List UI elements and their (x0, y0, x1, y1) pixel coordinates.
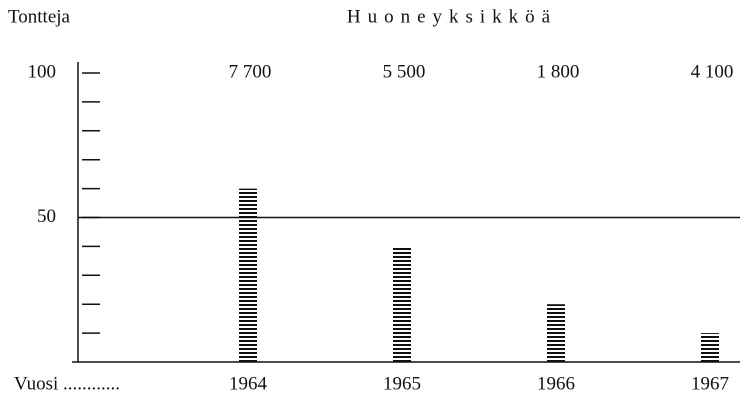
room-units-label: 1 800 (537, 61, 580, 82)
x-axis-label: Vuosi ............ (14, 373, 120, 394)
room-units-label: 5 500 (383, 61, 426, 82)
y-tick-label: 50 (37, 206, 56, 227)
room-units-label: 4 100 (691, 61, 734, 82)
bar (547, 304, 565, 362)
bar (393, 246, 411, 362)
x-tick-label: 1965 (383, 373, 421, 394)
top-label: Huoneyksikköä (347, 6, 557, 27)
bar (701, 333, 719, 362)
y-axis-label: Tontteja (8, 6, 71, 27)
x-tick-label: 1964 (229, 373, 268, 394)
bar (239, 188, 257, 362)
x-tick-label: 1966 (537, 373, 575, 394)
x-tick-label: 1967 (691, 373, 729, 394)
room-units-label: 7 700 (229, 61, 272, 82)
y-tick-label: 100 (28, 61, 57, 82)
